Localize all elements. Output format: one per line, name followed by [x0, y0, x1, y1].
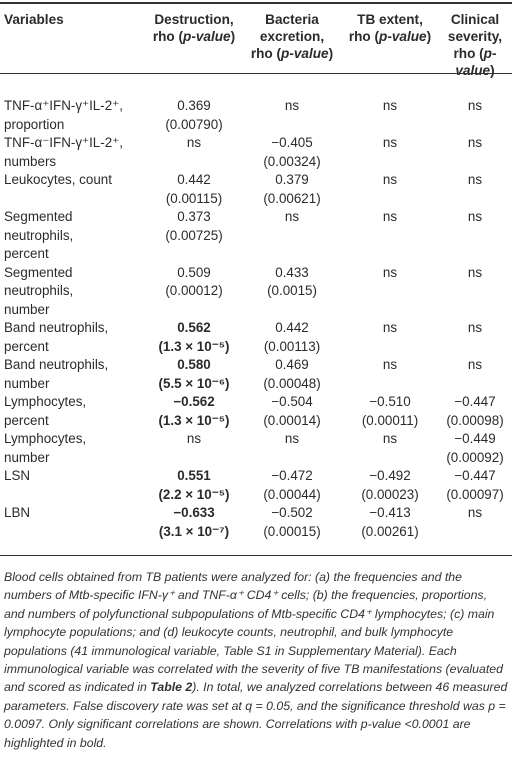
row-variable-label: TNF-α⁻IFN-γ⁺IL-2⁺, numbers [4, 135, 123, 169]
header-tb-extent: TB extent, rho (p-value) [348, 12, 432, 44]
cell-bacteria-excretion: 0.379 (0.00621) [263, 172, 321, 206]
table-2-reference: Table 2 [150, 680, 193, 695]
row-variable-label: Band neutrophils, percent [4, 320, 109, 354]
header-clinical-severity: Clinical severity, rho (p-value) [447, 12, 503, 78]
table-top-rule [0, 2, 512, 4]
header-destruction: Destruction, rho (p-value) [152, 12, 236, 44]
cell-destruction: 0.580 (5.5 × 10⁻⁶) [158, 357, 230, 391]
cell-tb-extent: ns [382, 431, 398, 446]
cell-tb-extent: ns [382, 320, 398, 335]
row-variable-label: Lymphocytes, number [4, 431, 87, 465]
table-row: TNF-α⁻IFN-γ⁺IL-2⁺, numbers ns −0.405 (0.00… [0, 134, 512, 171]
row-variable-label: LSN [4, 468, 31, 483]
cell-destruction: 0.373 (0.00725) [165, 209, 223, 243]
row-variable-label: Leukocytes, count [4, 172, 112, 187]
row-variable-label: Lymphocytes, percent [4, 394, 87, 428]
row-variable-label: Segmented neutrophils, number [4, 264, 74, 317]
table-row: LSN 0.551 (2.2 × 10⁻⁵) −0.472 (0.00044) −0… [0, 467, 512, 504]
correlation-table: Variables Destruction, rho (p-value) Bac… [0, 4, 512, 541]
cell-tb-extent: −0.492 (0.00023) [361, 468, 419, 502]
cell-bacteria-excretion: 0.433 (0.0015) [267, 264, 317, 299]
cell-clinical-severity: ns [467, 98, 483, 113]
cell-clinical-severity: −0.449 (0.00092) [446, 431, 504, 465]
cell-clinical-severity: ns [467, 357, 483, 372]
table-footnote: Blood cells obtained from TB patients we… [4, 570, 508, 750]
table-row: LBN −0.633 (3.1 × 10⁻⁷) −0.502 (0.00015) −… [0, 504, 512, 541]
cell-tb-extent: ns [382, 264, 398, 280]
cell-clinical-severity: ns [467, 135, 483, 150]
cell-bacteria-excretion: −0.405 (0.00324) [263, 135, 321, 169]
cell-clinical-severity: −0.447 (0.00098) [446, 394, 504, 428]
cell-destruction: 0.369 (0.00790) [165, 98, 223, 132]
table-row: Segmented neutrophils, percent 0.373 (0.007… [0, 208, 512, 264]
table-header-rule [0, 73, 512, 74]
cell-clinical-severity: ns [467, 172, 483, 187]
table-row: Segmented neutrophils, number 0.509 (0.0001… [0, 264, 512, 320]
row-variable-label: Segmented neutrophils, percent [4, 209, 74, 261]
row-variable-label: Band neutrophils, number [4, 357, 109, 391]
cell-tb-extent: ns [382, 209, 398, 224]
cell-tb-extent: ns [382, 357, 398, 372]
cell-bacteria-excretion: −0.504 (0.00014) [263, 394, 321, 428]
cell-destruction: ns [186, 135, 202, 150]
cell-tb-extent: ns [382, 172, 398, 187]
table-row: Leukocytes, count 0.442 (0.00115) 0.379 (0… [0, 171, 512, 208]
cell-clinical-severity: −0.447 (0.00097) [446, 468, 504, 502]
cell-bacteria-excretion: ns [284, 98, 300, 113]
cell-destruction: −0.633 (3.1 × 10⁻⁷) [158, 505, 230, 539]
cell-tb-extent: ns [382, 135, 398, 150]
cell-destruction: 0.442 (0.00115) [165, 172, 223, 206]
cell-destruction: 0.551 (2.2 × 10⁻⁵) [158, 468, 230, 502]
header-variables: Variables [4, 12, 64, 27]
row-variable-label: LBN [4, 505, 31, 520]
table-bottom-rule [0, 555, 512, 556]
cell-bacteria-excretion: 0.442 (0.00113) [263, 320, 321, 354]
cell-bacteria-excretion: ns [284, 431, 300, 446]
cell-bacteria-excretion: 0.469 (0.00048) [263, 357, 321, 391]
cell-tb-extent: ns [382, 98, 398, 113]
cell-destruction: −0.562 (1.3 × 10⁻⁵) [158, 394, 230, 428]
cell-clinical-severity: ns [467, 505, 483, 520]
table-row: Lymphocytes, number ns ns ns −0.449 (0.000… [0, 430, 512, 467]
row-variable-label: TNF-α⁺IFN-γ⁺IL-2⁺, proportion [4, 98, 123, 132]
cell-destruction: ns [186, 431, 202, 446]
table-row: TNF-α⁺IFN-γ⁺IL-2⁺, proportion 0.369 (0.007… [0, 88, 512, 134]
cell-destruction: 0.562 (1.3 × 10⁻⁵) [158, 320, 230, 354]
cell-bacteria-excretion: ns [284, 209, 300, 224]
cell-bacteria-excretion: −0.502 (0.00015) [263, 505, 321, 539]
cell-clinical-severity: ns [467, 209, 483, 224]
cell-tb-extent: −0.510 (0.00011) [361, 394, 419, 428]
table-header-row: Variables Destruction, rho (p-value) Bac… [0, 4, 512, 88]
cell-clinical-severity: ns [467, 264, 483, 280]
cell-clinical-severity: ns [467, 320, 483, 335]
header-bacteria-excretion: Bacteria excretion, rho (p-value) [250, 12, 334, 61]
cell-destruction: 0.509 (0.00012) [165, 264, 223, 299]
table-row: Lymphocytes, percent −0.562 (1.3 × 10⁻⁵) −… [0, 393, 512, 430]
cell-bacteria-excretion: −0.472 (0.00044) [263, 468, 321, 502]
table-row: Band neutrophils, percent 0.562 (1.3 × 10⁻… [0, 319, 512, 356]
cell-tb-extent: −0.413 (0.00261) [361, 505, 419, 539]
table-row: Band neutrophils, number 0.580 (5.5 × 10⁻⁶… [0, 356, 512, 393]
